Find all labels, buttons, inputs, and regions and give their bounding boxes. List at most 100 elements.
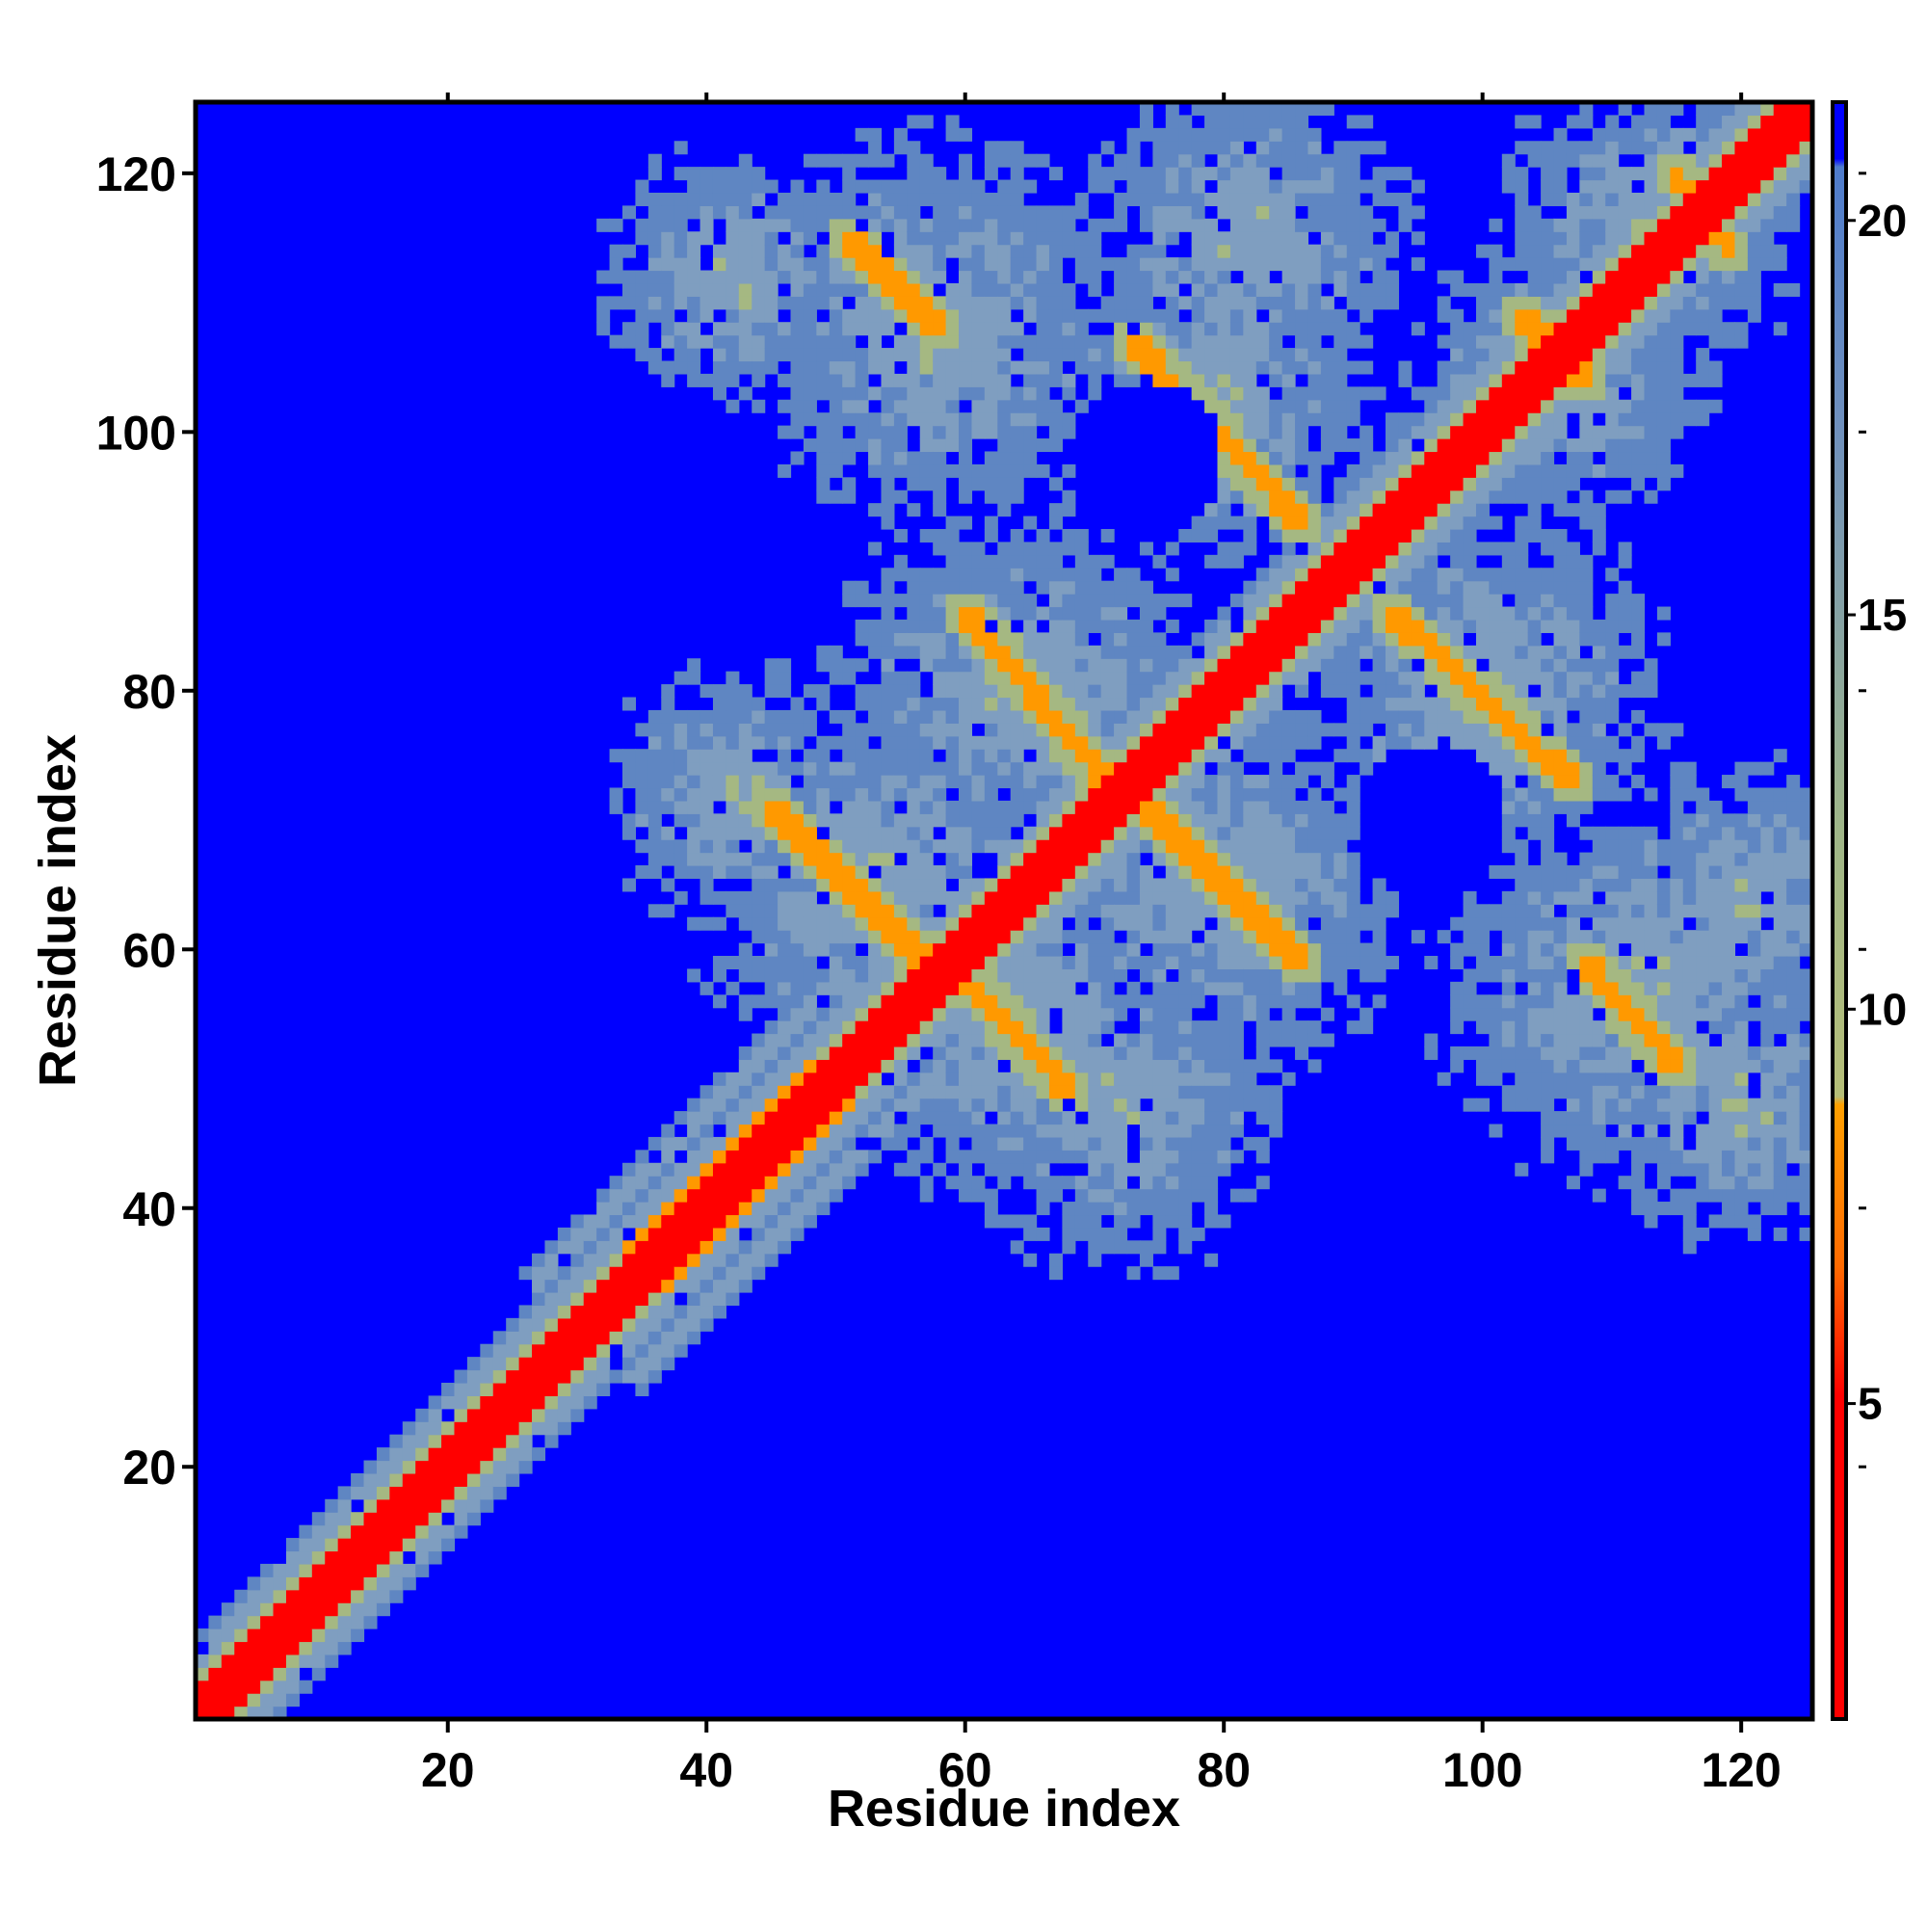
heatmap-cell <box>816 942 831 957</box>
heatmap-cell <box>311 1589 326 1603</box>
heatmap-cell <box>959 1098 973 1112</box>
heatmap-cell <box>1541 153 1555 168</box>
heatmap-cell <box>907 270 921 284</box>
heatmap-cell <box>971 1007 986 1021</box>
heatmap-cell <box>855 425 869 439</box>
heatmap-cell <box>1023 1124 1038 1138</box>
heatmap-cell <box>855 1085 869 1099</box>
heatmap-cell <box>1269 463 1283 478</box>
heatmap-cell <box>1074 1176 1089 1190</box>
heatmap-cell <box>738 1045 752 1060</box>
heatmap-cell <box>1489 580 1503 595</box>
heatmap-cell <box>1295 528 1309 543</box>
heatmap-cell <box>1269 477 1283 491</box>
heatmap-cell <box>506 1421 520 1436</box>
heatmap-cell <box>325 1512 339 1526</box>
heatmap-cell <box>919 1150 934 1164</box>
heatmap-cell <box>1100 528 1115 543</box>
heatmap-cell <box>1204 334 1219 349</box>
heatmap-cell <box>1437 542 1451 556</box>
heatmap-cell <box>402 1421 416 1436</box>
heatmap-cell <box>842 658 857 673</box>
heatmap-cell <box>1010 981 1024 995</box>
heatmap-cell <box>1165 1059 1179 1073</box>
heatmap-cell <box>1255 127 1270 142</box>
heatmap-cell <box>1204 282 1219 297</box>
heatmap-cell <box>1126 1098 1141 1112</box>
heatmap-cell <box>700 231 714 246</box>
heatmap-cell <box>971 904 986 918</box>
heatmap-cell <box>1036 282 1050 297</box>
heatmap-cell <box>881 282 895 297</box>
heatmap-cell <box>700 1085 714 1099</box>
heatmap-cell <box>1204 800 1219 814</box>
heatmap-cell <box>1424 619 1439 633</box>
heatmap-cell <box>1398 554 1412 569</box>
heatmap-cell <box>842 451 857 465</box>
heatmap-cell <box>570 1357 585 1371</box>
heatmap-cell <box>1346 619 1360 633</box>
heatmap-cell <box>1229 141 1244 155</box>
heatmap-cell <box>1527 373 1542 387</box>
heatmap-cell <box>1152 994 1167 1009</box>
heatmap-cell <box>1152 968 1167 983</box>
heatmap-cell <box>959 942 973 957</box>
heatmap-cell <box>673 282 688 297</box>
heatmap-cell <box>661 1176 675 1190</box>
heatmap-cell <box>1152 1059 1167 1073</box>
heatmap-cell <box>1088 735 1102 750</box>
heatmap-cell <box>997 231 1012 246</box>
heatmap-cell <box>647 761 662 776</box>
heatmap-cell <box>790 839 805 854</box>
heatmap-cell <box>933 218 947 232</box>
heatmap-cell <box>1255 904 1270 918</box>
heatmap-cell <box>959 360 973 375</box>
heatmap-cell <box>726 192 740 206</box>
heatmap-cell <box>1074 308 1089 323</box>
heatmap-cell <box>764 994 779 1009</box>
heatmap-cell <box>997 994 1012 1009</box>
heatmap-cell <box>959 153 973 168</box>
heatmap-cell <box>1036 554 1050 569</box>
heatmap-cell <box>1333 684 1348 699</box>
heatmap-cell <box>868 761 883 776</box>
heatmap-cell <box>337 1563 352 1577</box>
heatmap-cell <box>1281 619 1296 633</box>
heatmap-cell <box>712 348 726 362</box>
heatmap-cell <box>945 463 960 478</box>
heatmap-cell <box>1255 1098 1270 1112</box>
heatmap-cell <box>842 981 857 995</box>
heatmap-cell <box>971 1111 986 1125</box>
heatmap-cell <box>661 826 675 840</box>
heatmap-cell <box>492 1343 507 1358</box>
heatmap-cell <box>1165 179 1179 194</box>
heatmap-cell <box>647 1176 662 1190</box>
heatmap-cell <box>790 425 805 439</box>
heatmap-cell <box>363 1576 378 1591</box>
heatmap-cell <box>1501 308 1516 323</box>
heatmap-cell <box>881 463 895 478</box>
heatmap-cell <box>1062 1124 1076 1138</box>
heatmap-cell <box>1178 981 1193 995</box>
heatmap-cell <box>1243 1059 1257 1073</box>
heatmap-cell <box>1553 994 1568 1009</box>
heatmap-cell <box>881 942 895 957</box>
heatmap-cell <box>1178 1072 1193 1086</box>
heatmap-cell <box>1515 735 1529 750</box>
heatmap-cell <box>1333 658 1348 673</box>
heatmap-cell <box>738 800 752 814</box>
heatmap-cell <box>1152 761 1167 776</box>
heatmap-cell <box>1437 463 1451 478</box>
heatmap-cell <box>919 296 934 310</box>
heatmap-cell <box>1475 425 1490 439</box>
heatmap-cell <box>945 1007 960 1021</box>
heatmap-cell <box>1463 348 1477 362</box>
heatmap-cell <box>1527 463 1542 478</box>
heatmap-cell <box>1152 813 1167 828</box>
heatmap-cell <box>1346 723 1360 737</box>
heatmap-cell <box>1566 115 1580 129</box>
heatmap-cell <box>933 942 947 957</box>
heatmap-cell <box>1126 1072 1141 1086</box>
heatmap-cell <box>933 878 947 892</box>
heatmap-cell <box>842 594 857 608</box>
